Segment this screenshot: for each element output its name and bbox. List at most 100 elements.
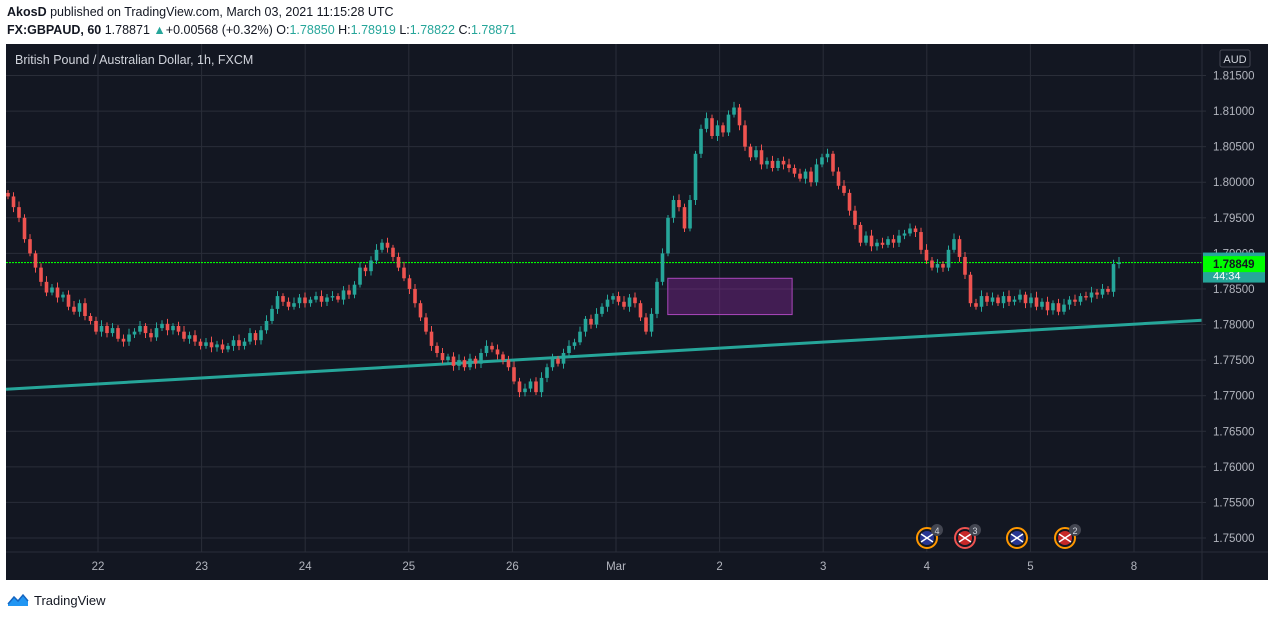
candle: [424, 313, 428, 335]
candle-body: [1051, 303, 1055, 311]
candle: [655, 278, 659, 319]
tradingview-logo[interactable]: TradingView: [6, 590, 106, 610]
candle: [308, 296, 313, 307]
x-tick-label: 23: [195, 561, 208, 573]
x-tick-label: Mar: [606, 561, 626, 573]
event-uk-flag-icon[interactable]: 2: [1054, 524, 1081, 549]
candle: [132, 328, 137, 339]
candle: [275, 291, 280, 314]
candle-body: [484, 345, 489, 353]
y-tick-label: 1.75000: [1213, 533, 1255, 545]
candle: [704, 112, 709, 133]
candle: [407, 274, 412, 294]
candle-body: [512, 367, 516, 382]
candle-body: [297, 297, 302, 304]
candle-body: [897, 235, 901, 243]
candle-body: [902, 233, 907, 236]
y-tick-label: 1.80500: [1213, 142, 1255, 154]
candle-body: [1073, 299, 1077, 302]
candle-body: [737, 107, 742, 126]
candle-body: [638, 303, 643, 318]
candle-body: [589, 318, 593, 325]
candle: [149, 328, 153, 342]
candle-body: [561, 353, 566, 364]
candle: [402, 261, 406, 282]
candle-body: [732, 107, 736, 115]
candle: [671, 195, 676, 223]
candle: [869, 229, 874, 252]
candle: [209, 336, 214, 353]
candle-body: [94, 320, 98, 332]
candle: [919, 227, 923, 255]
candle-body: [517, 381, 522, 393]
candle: [165, 318, 170, 336]
candle-body: [704, 118, 709, 129]
candle-body: [858, 224, 863, 243]
candle: [380, 239, 384, 253]
x-tick-label: 3: [820, 561, 826, 573]
price-labels: 1.7887144:341.78849: [1203, 252, 1265, 283]
candle: [1117, 256, 1121, 269]
candlestick-chart[interactable]: 4 3 2 British Pound / Australian Dollar, 1…: [6, 44, 1268, 580]
x-tick-label: 22: [92, 561, 105, 573]
candle-body: [759, 150, 764, 165]
chart-area[interactable]: 4 3 2 British Pound / Australian Dollar, 1…: [6, 44, 1268, 580]
candle: [600, 303, 604, 317]
candle: [836, 167, 841, 190]
candle: [930, 256, 934, 271]
candle: [446, 353, 450, 363]
x-tick-label: 2: [716, 561, 722, 573]
candle: [743, 120, 747, 151]
candle: [61, 291, 65, 302]
grid: [6, 44, 1202, 552]
candle-body: [754, 150, 758, 158]
candle: [814, 158, 819, 186]
candle-body: [292, 303, 296, 307]
candle: [1067, 296, 1072, 310]
candle-body: [671, 200, 676, 218]
candle-body: [182, 331, 186, 339]
candle: [1018, 289, 1022, 303]
candle: [633, 292, 637, 308]
candle-body: [1040, 301, 1044, 307]
x-tick-label: 5: [1027, 561, 1033, 573]
candle-body: [1045, 301, 1050, 311]
candle-body: [710, 118, 714, 136]
candle: [902, 229, 907, 240]
candle: [248, 328, 252, 345]
candle: [776, 158, 780, 171]
candle-body: [28, 239, 32, 254]
candle: [726, 110, 731, 136]
candle: [875, 239, 879, 251]
ascending-trendline: [6, 318, 1203, 391]
marker-price-label-bg: [1203, 256, 1265, 273]
candle: [495, 344, 500, 360]
candle: [77, 299, 82, 317]
candle-body: [1012, 299, 1017, 302]
price-axis: 1.815001.810001.805001.800001.795001.790…: [1202, 71, 1255, 545]
candle: [616, 291, 621, 306]
flag-cross: [920, 533, 934, 543]
candle-body: [935, 264, 940, 268]
candle: [1012, 296, 1017, 306]
candle: [413, 283, 417, 308]
candle: [110, 323, 115, 337]
candle-body: [776, 160, 780, 168]
candle: [220, 339, 225, 353]
candle-body: [523, 388, 527, 393]
event-au-flag-icon[interactable]: 4: [916, 524, 943, 549]
candle-body: [127, 334, 131, 342]
candle: [754, 145, 758, 161]
event-au-flag-icon[interactable]: [1006, 527, 1028, 549]
candle: [858, 222, 863, 247]
candle: [369, 256, 373, 276]
event-uk-flag-icon[interactable]: 3: [954, 524, 981, 549]
candle-body: [1100, 288, 1105, 295]
candle-body: [605, 299, 610, 307]
candle-body: [490, 345, 494, 350]
y-tick-label: 1.77500: [1213, 355, 1255, 367]
candle: [396, 252, 401, 272]
candle: [842, 180, 846, 196]
candle: [94, 316, 98, 335]
candle: [622, 296, 626, 310]
